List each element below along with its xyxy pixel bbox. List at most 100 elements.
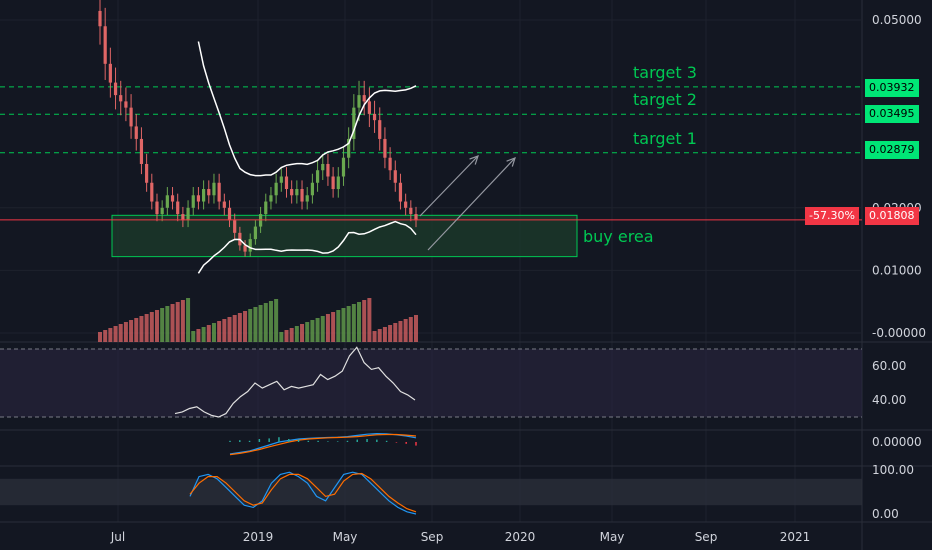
- candle-body: [295, 189, 299, 196]
- rsi-band: [0, 349, 862, 417]
- volume-bar: [310, 320, 315, 342]
- candle-body: [191, 195, 195, 208]
- volume-bar: [217, 321, 222, 342]
- volume-bar: [149, 312, 154, 342]
- candle-body: [124, 101, 128, 108]
- stoch-k-line: [189, 471, 417, 515]
- volume-bar: [325, 314, 330, 342]
- candle-body: [108, 63, 112, 83]
- candle-body: [217, 182, 221, 202]
- volume-bar: [403, 319, 408, 342]
- volume-bar: [186, 298, 191, 342]
- candle-body: [336, 176, 340, 190]
- candle-body: [326, 163, 330, 177]
- volume-bar: [279, 332, 284, 342]
- volume-bar: [398, 321, 403, 342]
- bollinger-lower-band: [197, 220, 417, 274]
- volume-bar: [243, 311, 248, 342]
- volume-bar: [300, 324, 305, 342]
- candle-body: [253, 226, 258, 240]
- candle-body: [331, 176, 335, 190]
- volume-bar: [211, 323, 216, 342]
- volume-bar: [414, 315, 418, 342]
- rsi-tick-label: 40.00: [872, 393, 906, 407]
- candle-body: [357, 95, 361, 108]
- candle-body: [98, 10, 102, 27]
- candle-body: [145, 163, 149, 183]
- target-label: target 1: [633, 129, 697, 148]
- volume-bar: [191, 331, 196, 342]
- volume-bar: [362, 300, 367, 342]
- time-tick-label: 2020: [505, 530, 536, 544]
- price-tick-label: 0.01000: [872, 263, 922, 277]
- volume-bar: [305, 322, 310, 342]
- candle-body: [202, 189, 206, 202]
- candle-body: [362, 95, 366, 102]
- volume-bar: [367, 298, 372, 342]
- candle-body: [409, 207, 413, 215]
- candle-body: [383, 138, 387, 158]
- candle-body: [155, 201, 159, 215]
- volume-bar: [98, 332, 102, 342]
- volume-bar: [263, 303, 268, 342]
- candle-body: [388, 157, 392, 171]
- candle-body: [269, 195, 273, 202]
- volume-bar: [289, 328, 294, 342]
- volume-bar: [346, 306, 351, 342]
- rsi-line: [174, 346, 416, 418]
- time-tick-label: Jul: [110, 530, 125, 544]
- candle-body: [176, 201, 180, 215]
- volume-bar: [201, 327, 206, 342]
- volume-bar: [175, 302, 180, 342]
- volume-bar: [393, 323, 398, 342]
- candle-body: [103, 26, 107, 64]
- candle-body: [372, 113, 377, 121]
- price-tick-label: 0.05000: [872, 13, 922, 27]
- candle-body: [248, 239, 252, 252]
- target1-price-label: 0.02879: [865, 141, 919, 159]
- candle-body: [284, 176, 289, 190]
- volume-bar: [196, 329, 201, 342]
- volume-bar: [103, 330, 108, 342]
- candle-body: [310, 182, 314, 196]
- candle-body: [264, 201, 268, 215]
- candle-body: [305, 195, 309, 202]
- volume-bar: [377, 329, 382, 342]
- candle-body: [274, 182, 278, 196]
- volume-bar: [331, 312, 336, 342]
- volume-bar: [274, 299, 279, 342]
- volume-bar: [336, 310, 341, 342]
- volume-bar: [294, 326, 299, 342]
- time-tick-label: Sep: [695, 530, 718, 544]
- volume-bar: [160, 308, 165, 342]
- target3-price-label: 0.03932: [865, 79, 919, 97]
- buy-zone-label: buy erea: [583, 227, 654, 246]
- volume-bar: [248, 309, 253, 342]
- volume-bar: [170, 304, 175, 342]
- stoch-d-line: [189, 472, 417, 513]
- volume-bar: [144, 314, 149, 342]
- candle-body: [352, 107, 356, 139]
- candle-body: [367, 101, 371, 114]
- stoch-tick-label: 100.00: [872, 463, 914, 477]
- buy-zone-box: [111, 214, 578, 258]
- volume-bar: [154, 310, 159, 342]
- volume-bar: [408, 317, 413, 342]
- volume-bar: [227, 317, 232, 342]
- candle-body: [207, 189, 211, 196]
- candle-body: [170, 195, 175, 202]
- projection-arrowhead: [469, 155, 479, 165]
- volume-bar: [320, 316, 325, 342]
- candle-body: [150, 182, 154, 202]
- volume-bar: [129, 320, 134, 342]
- candle-body: [196, 195, 201, 202]
- volume-bar: [222, 319, 227, 342]
- rsi-tick-label: 60.00: [872, 359, 906, 373]
- target-label: target 3: [633, 63, 697, 82]
- volume-bar: [357, 302, 362, 342]
- volume-bar: [315, 318, 320, 342]
- last-price-label: 0.01808: [865, 207, 919, 225]
- volume-bar: [341, 308, 346, 342]
- time-tick-label: 2021: [780, 530, 811, 544]
